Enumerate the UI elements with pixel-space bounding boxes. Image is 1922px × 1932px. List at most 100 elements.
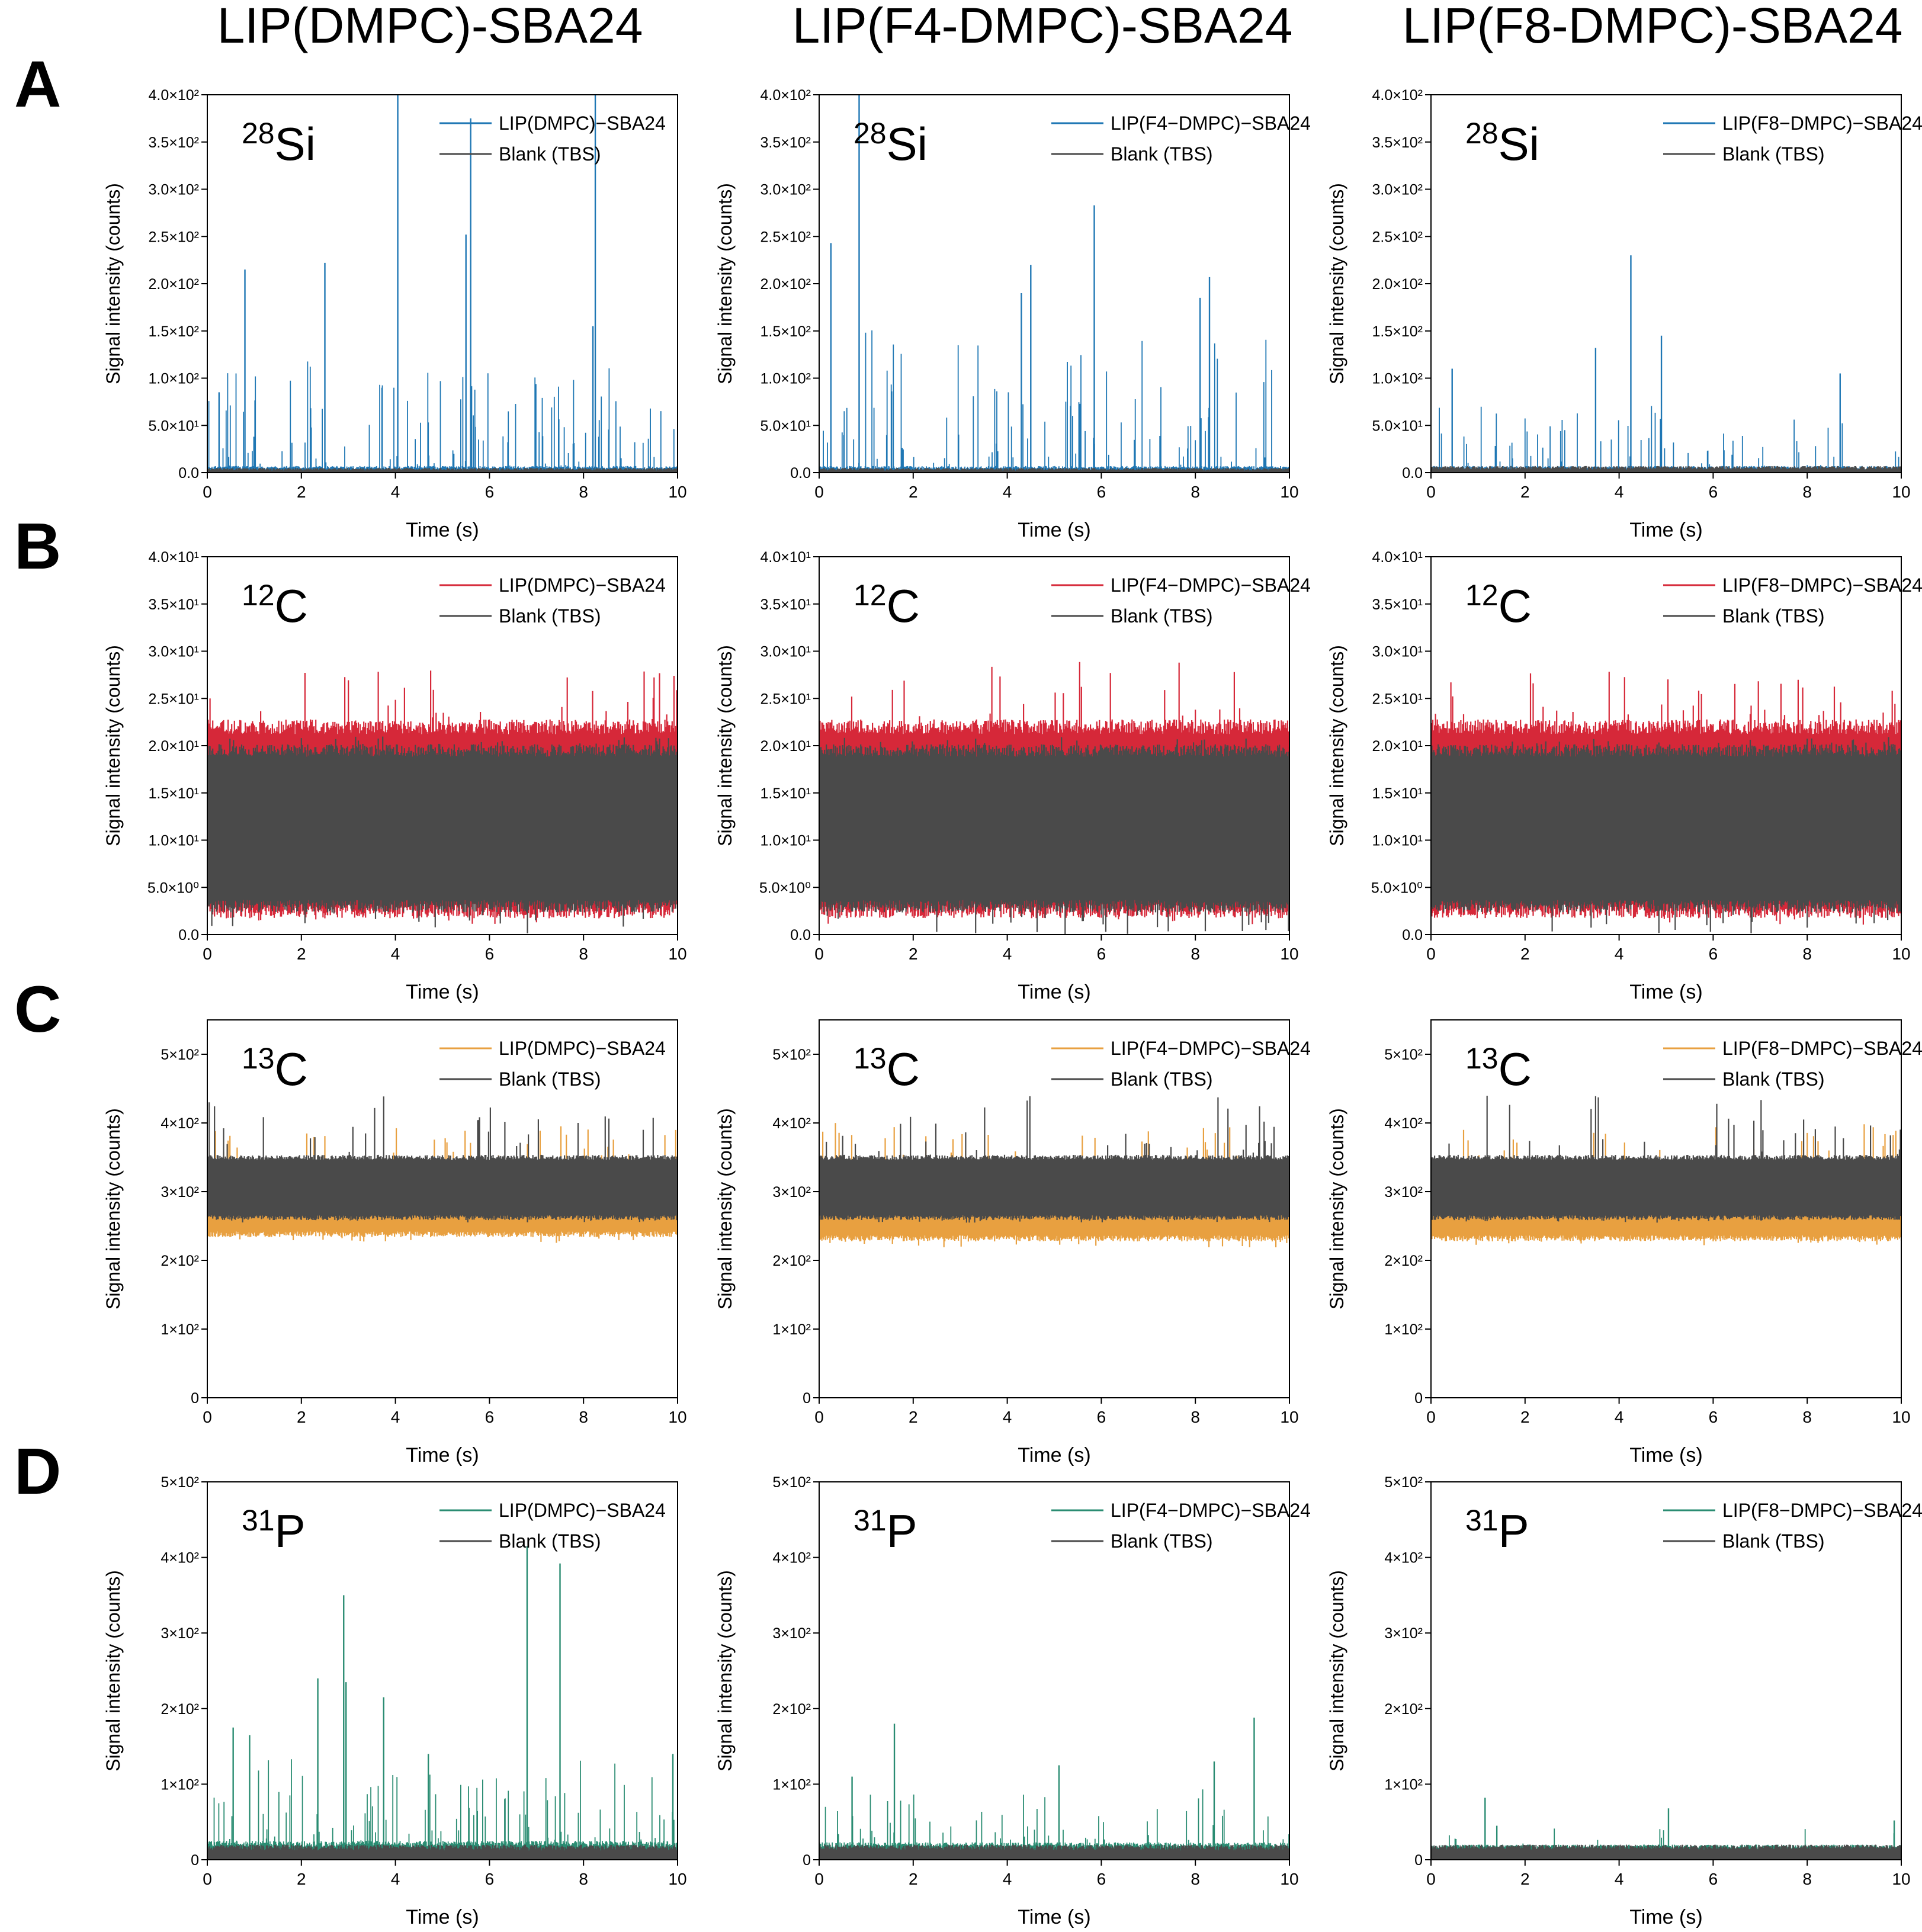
- y-tick-label: 3.5×10²: [149, 134, 200, 151]
- x-tick-label: 2: [297, 483, 306, 501]
- legend-label-sample: LIP(F8−DMPC)−SBA24: [1722, 113, 1922, 134]
- y-tick-label: 1.5×10¹: [1372, 785, 1423, 802]
- x-tick-label: 6: [1097, 945, 1106, 963]
- series-group: [207, 1546, 678, 1860]
- series-group: [207, 95, 678, 473]
- x-axis-label: Time (s): [406, 1444, 479, 1466]
- x-axis-label: Time (s): [1018, 981, 1090, 1003]
- y-tick-label: 4×10²: [772, 1550, 811, 1567]
- y-tick-label: 5×10²: [772, 1047, 811, 1063]
- y-axis-label: Signal intensity (counts): [1326, 645, 1347, 846]
- legend-label-sample: LIP(F4−DMPC)−SBA24: [1111, 1038, 1311, 1059]
- x-tick-label: 6: [1709, 1408, 1718, 1426]
- y-tick-label: 5.0×10⁰: [759, 880, 811, 896]
- row-label-b: B: [14, 510, 61, 583]
- series-group: [1431, 1798, 1901, 1860]
- y-tick-label: 1.5×10¹: [761, 785, 811, 802]
- x-tick-label: 2: [297, 945, 306, 963]
- y-axis-label: Signal intensity (counts): [1326, 1570, 1347, 1771]
- y-tick-label: 4.0×10²: [149, 87, 200, 104]
- legend: LIP(F4−DMPC)−SBA24 Blank (TBS): [1051, 575, 1311, 627]
- y-tick-label: 4×10²: [1384, 1550, 1423, 1567]
- isotope-symbol: Si: [887, 118, 928, 170]
- x-tick-label: 2: [909, 1870, 918, 1888]
- y-tick-label: 5×10²: [1384, 1047, 1423, 1063]
- chart-panel-a3: 0 2 4 6 8 10 Time (s) 0.0 5.0×10¹ 1.0×10² 1.5×10² 2…: [1326, 87, 1922, 541]
- x-tick-label: 4: [1615, 945, 1624, 963]
- y-tick-label: 2.5×10²: [761, 229, 811, 245]
- x-tick-label: 0: [1426, 1408, 1436, 1426]
- y-tick-label: 3.5×10²: [761, 134, 811, 151]
- y-tick-label: 2.5×10²: [1372, 229, 1423, 245]
- chart-panel-a2: 0 2 4 6 8 10 Time (s) 0.0 5.0×10¹ 1.0×10² 1.5×10² 2…: [714, 87, 1311, 541]
- legend: LIP(DMPC)−SBA24 Blank (TBS): [439, 1500, 666, 1552]
- y-tick-label: 2.5×10²: [149, 229, 200, 245]
- y-tick-label: 3.5×10¹: [1372, 596, 1423, 613]
- legend: LIP(F8−DMPC)−SBA24 Blank (TBS): [1663, 1038, 1922, 1090]
- y-tick-label: 1×10²: [1384, 1776, 1423, 1793]
- y-tick-label: 3.0×10¹: [149, 644, 200, 660]
- x-tick-label: 0: [1426, 1870, 1436, 1888]
- y-tick-label: 4×10²: [1384, 1115, 1423, 1132]
- isotope-label: 13C: [853, 1042, 920, 1095]
- legend-label-blank: Blank (TBS): [499, 143, 601, 165]
- x-tick-label: 6: [485, 483, 495, 501]
- isotope-label: 28Si: [1465, 117, 1539, 170]
- x-tick-label: 8: [1191, 483, 1200, 501]
- isotope-mass: 31: [853, 1504, 887, 1537]
- chart-panel-d2: 0 2 4 6 8 10 Time (s) 0 1×10² 2×10² 3×10² 4×10² 5×10…: [714, 1474, 1311, 1928]
- x-tick-label: 10: [1892, 945, 1910, 963]
- isotope-mass: 12: [242, 579, 275, 612]
- series-band-blank: [207, 736, 678, 933]
- x-tick-label: 8: [579, 1870, 588, 1888]
- legend: LIP(DMPC)−SBA24 Blank (TBS): [439, 1038, 666, 1090]
- legend-label-blank: Blank (TBS): [1722, 605, 1824, 627]
- y-tick-label: 4.0×10²: [1372, 87, 1423, 104]
- series-band-blank: [819, 1096, 1289, 1223]
- x-tick-label: 4: [391, 1870, 400, 1888]
- y-tick-label: 2.5×10¹: [149, 691, 200, 707]
- y-tick-label: 3×10²: [1384, 1184, 1423, 1201]
- legend-label-blank: Blank (TBS): [499, 1068, 601, 1090]
- isotope-symbol: P: [275, 1505, 306, 1557]
- series-trace-blank: [819, 1844, 1289, 1860]
- x-tick-label: 8: [1191, 1870, 1200, 1888]
- legend-label-sample: LIP(F4−DMPC)−SBA24: [1111, 1500, 1311, 1521]
- series-group: [819, 1096, 1289, 1247]
- legend-label-sample: LIP(DMPC)−SBA24: [499, 1500, 666, 1521]
- isotope-label: 12C: [242, 579, 308, 632]
- y-axis-label: Signal intensity (counts): [102, 183, 124, 384]
- y-tick-label: 1.0×10¹: [761, 833, 811, 849]
- y-tick-label: 2.0×10²: [149, 276, 200, 293]
- legend-label-blank: Blank (TBS): [1111, 1530, 1212, 1552]
- y-tick-label: 2.0×10²: [761, 276, 811, 293]
- x-tick-label: 0: [203, 945, 212, 963]
- x-tick-label: 10: [1280, 1408, 1298, 1426]
- y-tick-label: 3.5×10²: [1372, 134, 1423, 151]
- y-tick-label: 1×10²: [1384, 1321, 1423, 1338]
- series-band-blank: [1431, 737, 1901, 933]
- x-tick-label: 10: [1892, 1408, 1910, 1426]
- x-tick-label: 4: [391, 945, 400, 963]
- x-tick-label: 10: [1280, 945, 1298, 963]
- isotope-mass: 13: [853, 1042, 887, 1075]
- y-tick-label: 5×10²: [161, 1047, 199, 1063]
- isotope-mass: 28: [1465, 117, 1499, 150]
- x-tick-label: 6: [1709, 945, 1718, 963]
- row-label-d: D: [14, 1435, 61, 1508]
- legend-label-sample: LIP(F8−DMPC)−SBA24: [1722, 575, 1922, 596]
- series-band-blank: [1431, 1096, 1901, 1223]
- legend-label-sample: LIP(DMPC)−SBA24: [499, 1038, 666, 1059]
- isotope-symbol: P: [1499, 1505, 1529, 1557]
- series-group: [819, 662, 1289, 935]
- y-tick-label: 4×10²: [772, 1115, 811, 1132]
- x-tick-label: 0: [1426, 945, 1436, 963]
- legend-label-sample: LIP(DMPC)−SBA24: [499, 575, 666, 596]
- legend-label-sample: LIP(F8−DMPC)−SBA24: [1722, 1500, 1922, 1521]
- y-tick-label: 1×10²: [161, 1321, 199, 1338]
- isotope-mass: 12: [1465, 579, 1499, 612]
- y-tick-label: 4×10²: [161, 1115, 199, 1132]
- series-group: [1431, 255, 1901, 473]
- series-group: [1431, 672, 1901, 933]
- series-group: [1431, 1096, 1901, 1246]
